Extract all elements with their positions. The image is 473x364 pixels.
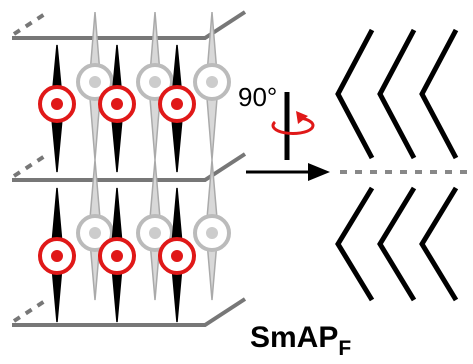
dipole-back-dot <box>149 76 161 88</box>
dipole-back-dot <box>149 227 161 239</box>
dipole-front-dot <box>51 250 63 262</box>
dipole-front-dot <box>111 98 123 110</box>
layer-plane-hidden <box>14 12 48 34</box>
dipole-back-dot <box>206 227 218 239</box>
rotation-arrow-head <box>296 111 308 124</box>
layer-plane-hidden <box>14 154 48 176</box>
chevron <box>338 188 372 300</box>
phase-label: SmAPF <box>250 321 351 360</box>
layer-plane <box>12 299 245 325</box>
chevron <box>422 30 456 158</box>
dipole-back-dot <box>89 76 101 88</box>
dipole-back-dot <box>89 227 101 239</box>
angle-label: 90° <box>238 82 277 112</box>
chevron <box>380 30 414 158</box>
chevron <box>422 188 456 300</box>
molecules <box>40 12 229 322</box>
phase-name: SmAP <box>250 321 338 354</box>
dipole-back-dot <box>206 76 218 88</box>
phase-subscript: F <box>338 337 351 360</box>
dipole-front-dot <box>171 250 183 262</box>
chevrons <box>338 30 456 300</box>
chevron <box>380 188 414 300</box>
chevron <box>338 30 372 158</box>
rotation-arrow <box>273 118 313 133</box>
dipole-front-dot <box>171 98 183 110</box>
diagram: 90° SmAPF <box>0 0 473 364</box>
layer-plane-hidden <box>14 299 48 321</box>
transform-arrow-head <box>308 163 330 181</box>
dipole-front-dot <box>51 98 63 110</box>
dipole-front-dot <box>111 250 123 262</box>
